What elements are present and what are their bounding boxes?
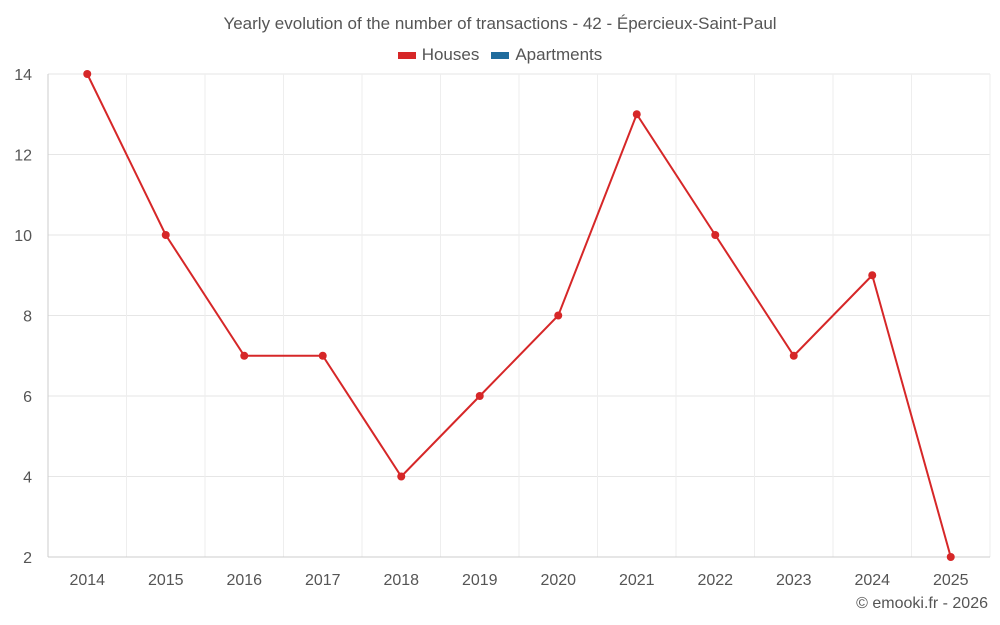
legend-label-apartments: Apartments: [515, 45, 603, 64]
y-tick-label: 14: [14, 67, 32, 84]
data-point-houses-2021[interactable]: [632, 110, 641, 119]
x-tick-label: 2016: [226, 572, 262, 589]
data-point-houses-2015[interactable]: [161, 231, 170, 239]
data-point-houses-2016[interactable]: [240, 351, 249, 360]
legend-item-apartments[interactable]: Apartments: [491, 45, 602, 65]
footer-credit: © emooki.fr - 2026: [856, 595, 988, 612]
x-tick-label: 2022: [697, 572, 733, 589]
chart-title: Yearly evolution of the number of transa…: [223, 14, 777, 33]
data-point-houses-2018[interactable]: [397, 472, 406, 481]
data-point-houses-2020[interactable]: [554, 311, 563, 320]
legend-item-houses[interactable]: Houses: [397, 45, 480, 65]
x-tick-label: 2014: [69, 572, 105, 589]
data-point-houses-2024[interactable]: [868, 271, 877, 280]
legend-label-houses: Houses: [421, 45, 480, 64]
x-tick-label: 2023: [776, 572, 812, 589]
data-point-houses-2014[interactable]: [83, 70, 92, 78]
y-tick-label: 8: [23, 309, 32, 326]
x-tick-label: 2021: [619, 572, 655, 589]
data-point-houses-2017[interactable]: [318, 351, 327, 360]
y-tick-label: 10: [14, 228, 32, 245]
series-line-houses: [86, 73, 952, 558]
x-tick-label: 2015: [148, 572, 184, 589]
y-tick-label: 12: [14, 148, 32, 165]
data-point-houses-2025[interactable]: [946, 553, 955, 561]
legend-swatch-apartments: [491, 51, 510, 59]
x-tick-label: 2024: [854, 572, 890, 589]
y-tick-label: 6: [23, 389, 32, 406]
y-tick-label: 2: [23, 550, 32, 567]
data-point-houses-2019[interactable]: [475, 392, 484, 400]
x-tick-label: 2017: [305, 572, 341, 589]
legend-swatch-houses: [397, 51, 416, 59]
x-tick-label: 2018: [383, 572, 419, 589]
legend: Houses Apartments: [0, 45, 1000, 65]
y-tick-label: 4: [23, 470, 32, 487]
data-point-houses-2023[interactable]: [789, 351, 798, 360]
x-tick-label: 2025: [933, 572, 969, 589]
data-point-houses-2022[interactable]: [711, 231, 720, 239]
x-tick-label: 2019: [462, 572, 498, 589]
x-tick-label: 2020: [540, 572, 576, 589]
